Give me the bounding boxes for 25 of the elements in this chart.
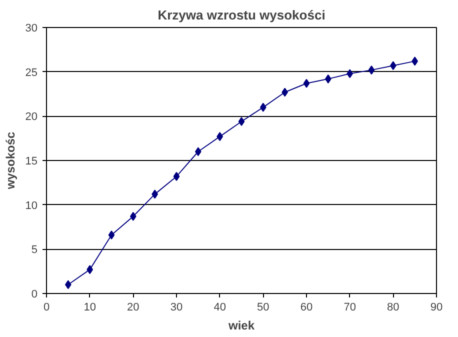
- y-axis-title: wysokośc: [3, 131, 18, 190]
- x-tick-label: 30: [170, 302, 183, 314]
- point: [108, 230, 115, 240]
- x-tick-label: 60: [300, 302, 313, 314]
- x-tick-label: 0: [43, 302, 50, 314]
- y-tick-label: 5: [31, 244, 38, 256]
- point: [368, 66, 375, 75]
- x-axis-title: wiek: [227, 318, 255, 332]
- x-tick-label: 20: [127, 302, 140, 314]
- point: [303, 78, 310, 88]
- x-tick-label: 50: [257, 302, 270, 314]
- y-tick-label: 0: [31, 288, 38, 300]
- y-tick-label: 10: [25, 200, 38, 212]
- point: [238, 116, 245, 126]
- y-tick-label: 30: [25, 22, 38, 34]
- x-tick-label: 90: [430, 302, 443, 314]
- x-tick-label: 80: [387, 302, 400, 314]
- point: [173, 172, 180, 181]
- x-tick-label: 10: [84, 302, 96, 314]
- x-tick-label: 70: [344, 302, 356, 314]
- y-tick-label: 25: [25, 66, 38, 79]
- x-tick-label: 40: [214, 302, 226, 314]
- y-tick-label: 15: [25, 156, 38, 168]
- y-tick-label: 20: [25, 111, 38, 124]
- chart-title: Krzywa wzrostu wysokości: [158, 8, 326, 22]
